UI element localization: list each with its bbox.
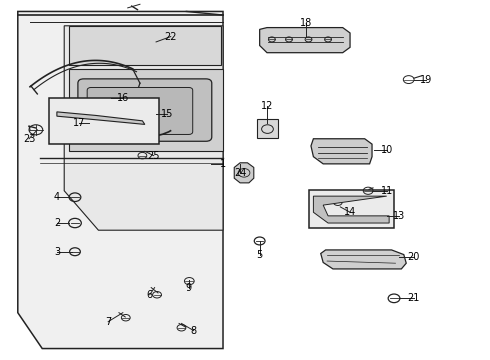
Polygon shape [311, 139, 372, 164]
Polygon shape [64, 26, 223, 230]
Text: 19: 19 [419, 75, 432, 85]
Text: 23: 23 [23, 134, 35, 144]
Text: 8: 8 [191, 325, 197, 336]
Text: 6: 6 [147, 290, 153, 300]
Text: 18: 18 [300, 18, 312, 28]
Polygon shape [69, 69, 223, 151]
Text: 25: 25 [147, 150, 160, 161]
Polygon shape [18, 12, 223, 348]
Polygon shape [314, 196, 389, 223]
Text: 7: 7 [105, 317, 111, 327]
Text: 13: 13 [393, 211, 405, 221]
Text: 24: 24 [234, 168, 246, 178]
Text: 16: 16 [117, 93, 129, 103]
Text: 11: 11 [381, 186, 393, 196]
Polygon shape [69, 26, 220, 65]
FancyBboxPatch shape [87, 87, 193, 134]
Text: 22: 22 [165, 32, 177, 41]
Text: 1: 1 [220, 159, 226, 169]
Text: 5: 5 [257, 250, 263, 260]
Text: 21: 21 [407, 293, 420, 303]
Text: 17: 17 [73, 118, 85, 128]
FancyBboxPatch shape [257, 120, 278, 138]
FancyBboxPatch shape [78, 79, 212, 141]
Bar [309, 190, 394, 228]
Text: 12: 12 [261, 102, 273, 112]
Text: 9: 9 [186, 283, 192, 293]
Text: 15: 15 [161, 109, 173, 119]
Polygon shape [234, 163, 254, 183]
Polygon shape [321, 250, 406, 269]
Text: 4: 4 [54, 192, 60, 202]
Text: 10: 10 [381, 144, 393, 154]
Text: 2: 2 [54, 218, 60, 228]
Text: 3: 3 [54, 247, 60, 257]
Text: 20: 20 [407, 252, 420, 262]
Text: 14: 14 [344, 207, 356, 217]
Bar [49, 98, 159, 144]
Polygon shape [57, 112, 145, 125]
Polygon shape [260, 28, 350, 53]
